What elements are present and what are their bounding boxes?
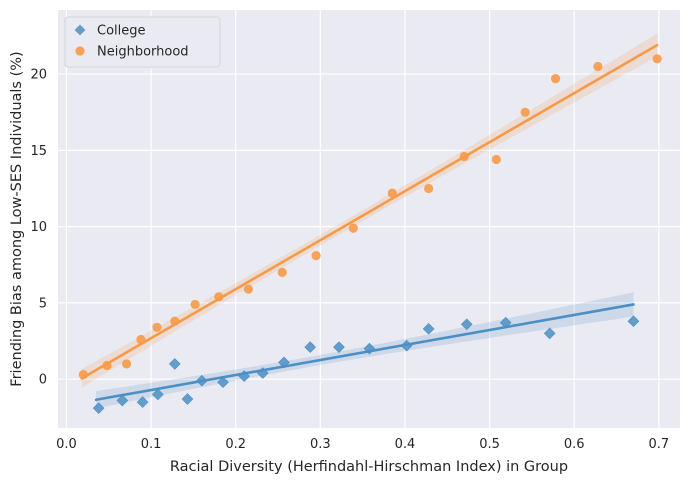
plot-background: [58, 10, 680, 428]
data-point-neighborhood: [387, 188, 397, 198]
data-point-college: [152, 388, 164, 401]
x-tick-label: 0.2: [225, 437, 246, 452]
data-point-neighborhood: [136, 334, 146, 345]
legend-marker-college: [74, 24, 86, 36]
confidence-band-college: [96, 292, 634, 409]
data-point-neighborhood: [424, 183, 434, 194]
x-tick-label: 0.1: [141, 437, 162, 452]
data-point-college: [499, 316, 512, 329]
data-point-college: [333, 341, 345, 353]
data-point-neighborhood: [243, 284, 254, 294]
data-point-college: [116, 394, 129, 407]
data-point-college: [278, 356, 290, 369]
x-tick-label: 0.5: [479, 437, 500, 452]
data-point-neighborhood: [311, 251, 321, 261]
data-point-neighborhood: [459, 151, 469, 162]
data-point-college: [363, 342, 376, 355]
data-point-neighborhood: [170, 316, 180, 326]
data-point-neighborhood: [520, 107, 530, 117]
data-point-neighborhood: [78, 370, 88, 380]
data-point-college: [217, 376, 229, 389]
regression-line-college: [94, 303, 635, 402]
data-point-neighborhood: [652, 54, 662, 64]
x-tick-label: 0.0: [56, 437, 77, 452]
y-tick-label: 0: [39, 373, 47, 388]
data-point-college: [92, 402, 105, 414]
x-tick-label: 0.4: [395, 437, 416, 452]
data-point-college: [543, 327, 556, 340]
data-point-neighborhood: [190, 299, 200, 310]
legend-label-neighborhood: Neighborhood: [97, 45, 189, 60]
data-point-college: [422, 323, 435, 335]
data-point-neighborhood: [348, 223, 358, 233]
grid: [58, 10, 680, 428]
data-point-college: [168, 358, 181, 370]
x-axis-label: Racial Diversity (Herfindahl-Hirschman I…: [170, 459, 568, 475]
data-point-neighborhood: [551, 74, 561, 84]
data-points: [78, 54, 662, 414]
data-point-neighborhood: [102, 360, 112, 371]
legend-label-college: College: [97, 24, 146, 39]
y-tick-label: 5: [39, 296, 47, 311]
x-tick-label: 0.3: [310, 437, 331, 452]
legend: College Neighborhood: [64, 16, 221, 68]
x-tick-label: 0.6: [564, 437, 585, 452]
data-point-neighborhood: [277, 267, 287, 277]
data-point-college: [400, 339, 413, 352]
data-point-neighborhood: [491, 154, 501, 165]
data-point-college: [196, 374, 208, 387]
data-point-college: [304, 341, 317, 353]
y-tick-label: 20: [30, 68, 47, 83]
y-tick-label: 10: [30, 220, 47, 235]
tick-labels: 0.0 0.1 0.2 0.3 0.4 0.5 0.6 0.7 0 5 10 15 20: [30, 68, 669, 452]
x-tick-label: 0.7: [648, 437, 669, 452]
data-point-college: [256, 367, 269, 379]
data-point-college: [136, 396, 149, 408]
data-point-college: [238, 370, 251, 382]
data-point-college: [460, 318, 473, 331]
data-point-neighborhood: [121, 359, 132, 369]
y-tick-label: 15: [30, 144, 47, 159]
data-point-neighborhood: [593, 61, 603, 72]
legend-marker-neighborhood: [75, 46, 85, 56]
data-point-college: [181, 393, 194, 405]
y-axis-label: Friending Bias among Low-SES Individuals…: [9, 51, 25, 386]
legend-box: [64, 16, 221, 68]
data-point-neighborhood: [152, 322, 162, 332]
data-point-college: [627, 315, 640, 328]
data-point-neighborhood: [214, 292, 224, 302]
